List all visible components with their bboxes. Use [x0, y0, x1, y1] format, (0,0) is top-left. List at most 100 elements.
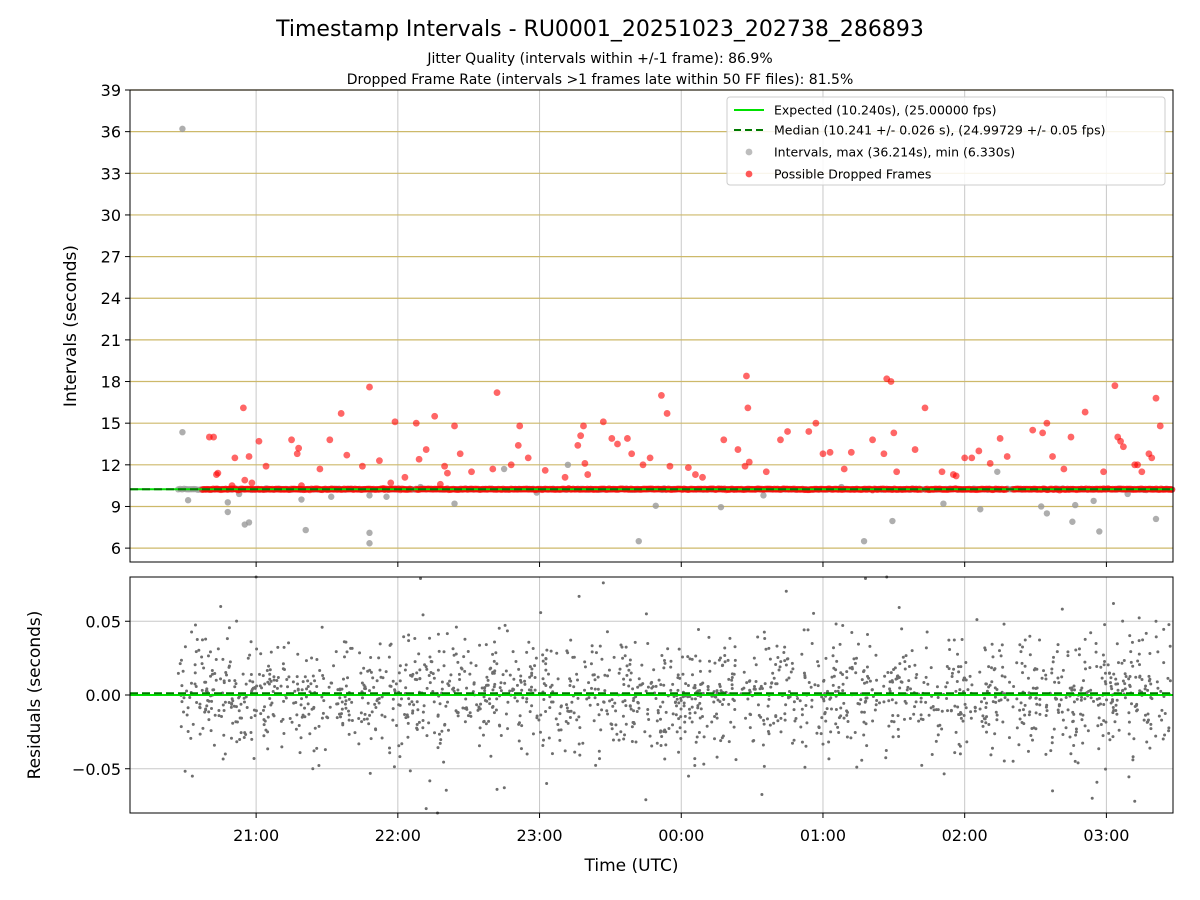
residual-point [210, 672, 214, 676]
residual-point [1038, 712, 1042, 716]
residual-point [952, 667, 956, 671]
residual-point [295, 713, 299, 717]
residual-point [1102, 703, 1106, 707]
residual-point [1026, 676, 1030, 680]
residual-point [204, 707, 208, 711]
dropped-frame-point [444, 469, 451, 477]
residual-point [1023, 638, 1027, 642]
residual-point [558, 712, 562, 716]
residual-point [978, 670, 982, 674]
residual-point [624, 645, 628, 649]
residual-point [1015, 726, 1019, 730]
residual-point [206, 699, 210, 703]
dropped-frame-point [580, 422, 587, 430]
residual-point [888, 680, 892, 684]
residual-point [308, 732, 312, 736]
residuals-x-tick-label: 03:00 [1083, 826, 1129, 845]
residual-point [339, 712, 343, 716]
residual-point [622, 737, 626, 741]
interval-point [179, 125, 186, 133]
residual-point [693, 757, 697, 761]
residual-point [525, 700, 529, 704]
residual-point [854, 656, 858, 660]
dropped-frame-point [1148, 454, 1156, 462]
residual-point [449, 673, 453, 677]
residual-point [628, 658, 632, 662]
residual-point [193, 671, 197, 675]
residual-point [1155, 680, 1159, 684]
residual-point [203, 710, 207, 714]
residual-point [1143, 713, 1147, 717]
residual-point [1114, 709, 1118, 713]
residual-point [1148, 651, 1152, 655]
residual-point [554, 717, 558, 721]
residual-point [498, 686, 502, 690]
residual-point [748, 679, 752, 683]
residual-point [787, 689, 791, 693]
residual-point [499, 689, 503, 693]
residual-point [646, 642, 650, 646]
residual-point [413, 677, 417, 681]
residual-point [1160, 718, 1164, 722]
intervals-y-tick-label: 6 [111, 539, 121, 558]
residual-point [303, 675, 307, 679]
residual-point [581, 741, 585, 745]
residual-point [787, 676, 791, 680]
residual-point [930, 752, 934, 756]
residual-point [644, 612, 648, 616]
residual-point [924, 646, 928, 650]
residual-point [746, 697, 750, 701]
residual-point [498, 724, 502, 728]
residual-point [763, 682, 767, 686]
dropped-frame-point [1152, 394, 1160, 402]
residual-point [590, 644, 594, 648]
residuals-x-tick-label: 02:00 [942, 826, 988, 845]
residual-point [359, 671, 363, 675]
residual-point [603, 689, 607, 693]
residual-point [681, 695, 685, 699]
residual-point [261, 708, 265, 712]
residual-point [207, 710, 211, 714]
residual-point [1015, 661, 1019, 665]
residuals-y-axis-label: Residuals (seconds) [25, 611, 45, 780]
residual-point [444, 788, 448, 792]
figure-title: Timestamp Intervals - RU0001_20251023_20… [275, 17, 924, 42]
residual-point [237, 709, 241, 713]
residual-point [443, 723, 447, 727]
residual-point [618, 667, 622, 671]
residual-point [662, 659, 666, 663]
residual-point [676, 676, 680, 680]
residual-point [730, 675, 734, 679]
residual-point [1127, 720, 1131, 724]
residual-point [1040, 676, 1044, 680]
residual-point [350, 700, 354, 704]
residual-point [482, 720, 486, 724]
residual-point [632, 720, 636, 724]
residual-point [262, 718, 266, 722]
residual-point [631, 687, 635, 691]
dropped-frame-point [744, 404, 752, 412]
residual-point [1128, 675, 1132, 679]
residual-point [209, 674, 213, 678]
interval-point [940, 500, 947, 507]
residual-point [650, 680, 654, 684]
dropped-frame-point [784, 428, 791, 435]
residual-point [533, 688, 537, 692]
residual-point [964, 660, 968, 664]
interval-point [1043, 510, 1051, 517]
intervals-y-tick-label: 27 [101, 248, 121, 267]
residual-point [569, 679, 573, 683]
residual-point [259, 652, 263, 656]
residual-point [610, 727, 614, 731]
residual-point [698, 669, 702, 673]
residual-point [1120, 661, 1124, 665]
residual-point [969, 710, 973, 714]
residual-point [1105, 698, 1109, 702]
residual-point [531, 732, 535, 736]
dropped-frame-point [241, 476, 249, 484]
residual-point [693, 697, 697, 701]
residual-point [424, 807, 428, 811]
residual-point [816, 660, 820, 664]
residual-point [269, 703, 273, 707]
residual-point [935, 685, 939, 689]
